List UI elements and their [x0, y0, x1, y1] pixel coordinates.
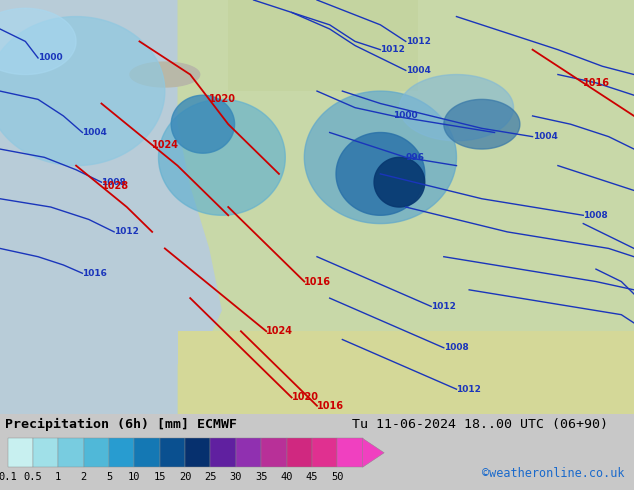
- Bar: [337, 439, 363, 467]
- Text: 1020: 1020: [292, 392, 319, 402]
- Bar: [210, 439, 236, 467]
- Bar: [109, 439, 134, 467]
- Text: 30: 30: [230, 472, 242, 482]
- Text: 40: 40: [280, 472, 293, 482]
- Text: Precipitation (6h) [mm] ECMWF: Precipitation (6h) [mm] ECMWF: [5, 418, 237, 431]
- Bar: [178, 331, 634, 414]
- Text: 1024: 1024: [152, 140, 179, 150]
- Text: 50: 50: [331, 472, 344, 482]
- Bar: [160, 439, 185, 467]
- Polygon shape: [399, 74, 514, 141]
- Text: 1024: 1024: [266, 326, 294, 336]
- Polygon shape: [130, 62, 200, 87]
- Text: 1020: 1020: [209, 95, 236, 104]
- Bar: [287, 439, 312, 467]
- Text: 10: 10: [128, 472, 141, 482]
- Text: 45: 45: [306, 472, 318, 482]
- Text: 1012: 1012: [456, 385, 481, 393]
- Text: 35: 35: [255, 472, 268, 482]
- Text: 25: 25: [204, 472, 217, 482]
- Text: 1008: 1008: [444, 343, 469, 352]
- Polygon shape: [304, 91, 456, 223]
- Polygon shape: [0, 8, 76, 74]
- Text: 1000: 1000: [393, 111, 418, 121]
- Text: 1012: 1012: [406, 37, 430, 46]
- Text: 20: 20: [179, 472, 191, 482]
- Bar: [236, 439, 261, 467]
- Text: 1008: 1008: [583, 211, 608, 220]
- Text: 1012: 1012: [114, 227, 139, 236]
- Text: 0.1: 0.1: [0, 472, 17, 482]
- Text: 1008: 1008: [101, 178, 126, 187]
- Bar: [228, 0, 418, 91]
- Bar: [33, 439, 58, 467]
- Bar: [134, 439, 160, 467]
- Polygon shape: [171, 95, 235, 153]
- Text: Tu 11-06-2024 18..00 UTC (06+90): Tu 11-06-2024 18..00 UTC (06+90): [352, 418, 608, 431]
- Text: 1028: 1028: [101, 181, 129, 191]
- Text: 1004: 1004: [533, 132, 557, 141]
- Text: 1004: 1004: [82, 128, 107, 137]
- Polygon shape: [178, 0, 634, 414]
- Polygon shape: [363, 439, 384, 467]
- Polygon shape: [374, 157, 425, 207]
- Text: 1016: 1016: [82, 269, 107, 278]
- Text: 2: 2: [81, 472, 87, 482]
- Text: 1: 1: [55, 472, 61, 482]
- Text: 1016: 1016: [304, 276, 332, 287]
- Bar: [261, 439, 287, 467]
- Bar: [58, 439, 84, 467]
- Bar: [8, 439, 33, 467]
- Text: 1004: 1004: [406, 66, 430, 75]
- Text: 1012: 1012: [431, 302, 456, 311]
- Bar: [84, 439, 109, 467]
- Polygon shape: [158, 99, 285, 215]
- Text: 0.5: 0.5: [23, 472, 42, 482]
- Text: 5: 5: [106, 472, 112, 482]
- Polygon shape: [0, 17, 165, 166]
- Text: 15: 15: [153, 472, 166, 482]
- Polygon shape: [336, 132, 425, 215]
- Bar: [312, 439, 337, 467]
- Text: 1000: 1000: [38, 53, 63, 62]
- Polygon shape: [444, 99, 520, 149]
- Text: ©weatheronline.co.uk: ©weatheronline.co.uk: [482, 467, 624, 480]
- Text: 1016: 1016: [317, 401, 344, 411]
- Text: 1016: 1016: [583, 78, 611, 88]
- Bar: [185, 439, 210, 467]
- Text: 996: 996: [406, 153, 425, 162]
- Text: 1012: 1012: [380, 45, 405, 54]
